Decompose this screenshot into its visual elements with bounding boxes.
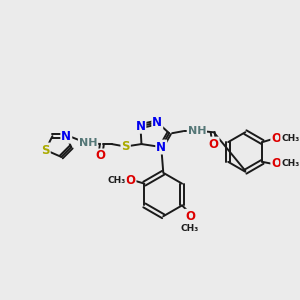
Text: CH₃: CH₃	[181, 224, 199, 232]
Text: O: O	[271, 132, 281, 145]
Text: N: N	[156, 140, 166, 154]
Text: CH₃: CH₃	[281, 134, 299, 142]
Text: N: N	[61, 130, 71, 143]
Text: O: O	[125, 174, 136, 187]
Text: O: O	[95, 149, 105, 162]
Text: NH: NH	[79, 138, 97, 148]
Text: O: O	[185, 210, 195, 223]
Text: S: S	[122, 140, 130, 152]
Text: N: N	[152, 116, 162, 129]
Text: O: O	[209, 138, 219, 151]
Text: NH: NH	[188, 126, 206, 136]
Text: CH₃: CH₃	[281, 159, 299, 168]
Text: S: S	[41, 143, 50, 157]
Text: O: O	[271, 157, 281, 170]
Text: CH₃: CH₃	[108, 176, 126, 185]
Text: N: N	[136, 120, 146, 133]
